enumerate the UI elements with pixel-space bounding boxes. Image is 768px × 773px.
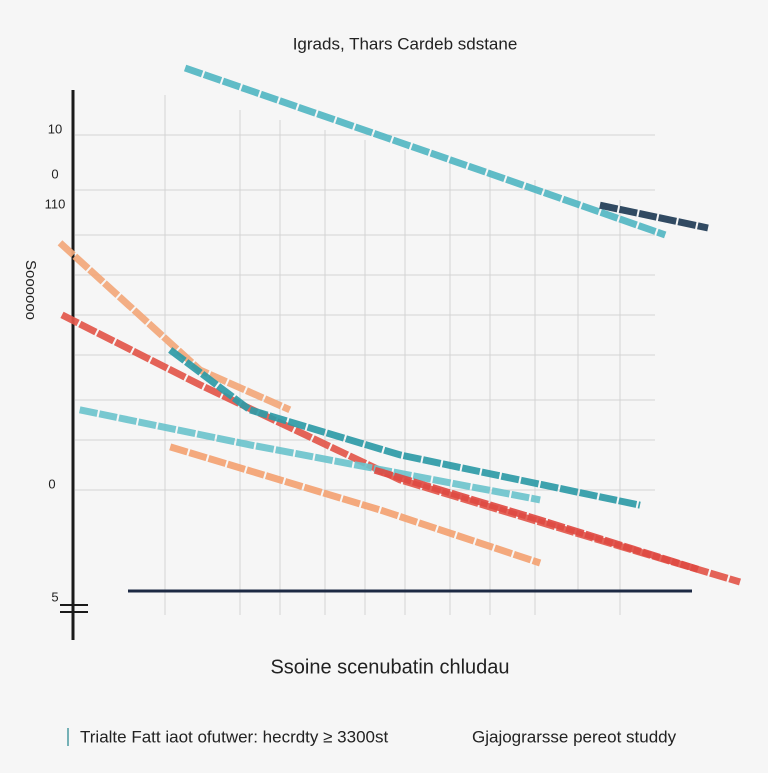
footer-text: Gjajograrsse pereot studdy [472,727,677,746]
axis-label: 0 [48,476,55,491]
line-series [183,64,667,239]
x-axis-label: Ssoine scenubatin chludau [270,656,509,678]
line-series [168,347,641,509]
axis-label: 0 [51,166,58,181]
axis-label: 110 [45,196,66,211]
line-series [373,466,701,574]
y-axis-label: Soooooo [22,260,39,320]
axis-label: 10 [48,121,62,136]
footer-text: Trialte Fatt iaot ofutwer: hecrdty ≥ 330… [80,727,389,746]
line-series [599,201,709,232]
grid [75,95,655,615]
line-series [57,240,292,414]
line-series [169,443,542,567]
chart-title: Igrads, Thars Cardeb sdstane [293,34,518,53]
axis-label: 5 [51,589,58,604]
line-series [78,406,541,504]
